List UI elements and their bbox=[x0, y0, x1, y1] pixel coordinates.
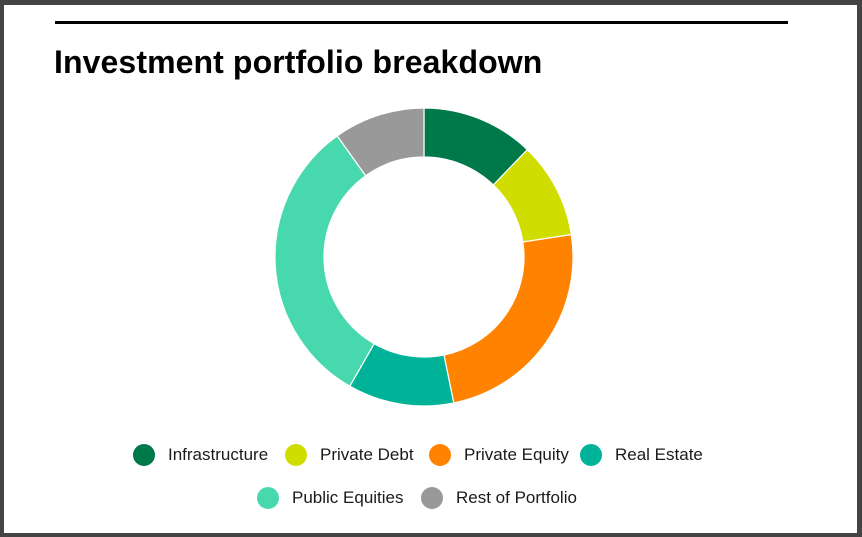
legend-item-private-debt[interactable]: Private Debt bbox=[285, 443, 414, 467]
legend-swatch-circle-icon bbox=[257, 487, 279, 509]
legend-swatch-circle-icon bbox=[580, 444, 602, 466]
donut-segment-public-equities[interactable] bbox=[274, 135, 375, 388]
legend-label: Real Estate bbox=[615, 445, 703, 464]
chart-title: Investment portfolio breakdown bbox=[54, 44, 543, 80]
legend-swatch-circle-icon bbox=[133, 444, 155, 466]
legend-swatch-circle-icon bbox=[429, 444, 451, 466]
legend-item-rest-of-portfolio[interactable]: Rest of Portfolio bbox=[421, 486, 577, 510]
legend-label: Infrastructure bbox=[168, 445, 269, 464]
legend-label: Public Equities bbox=[292, 488, 404, 507]
legend-label: Private Debt bbox=[320, 445, 414, 464]
legend-swatch-circle-icon bbox=[285, 444, 307, 466]
legend-item-infrastructure[interactable]: Infrastructure bbox=[133, 443, 268, 467]
header-rule bbox=[55, 21, 788, 24]
legend-swatch-circle-icon bbox=[421, 487, 443, 509]
donut-segment-rest-of-portfolio[interactable] bbox=[336, 107, 425, 177]
legend-label: Rest of Portfolio bbox=[456, 488, 577, 507]
legend-item-public-equities[interactable]: Public Equities bbox=[257, 486, 404, 510]
legend-label: Private Equity bbox=[464, 445, 569, 464]
donut-segment-private-equity[interactable] bbox=[443, 233, 574, 404]
legend-item-private-equity[interactable]: Private Equity bbox=[429, 443, 569, 467]
legend-item-real-estate[interactable]: Real Estate bbox=[580, 443, 703, 467]
